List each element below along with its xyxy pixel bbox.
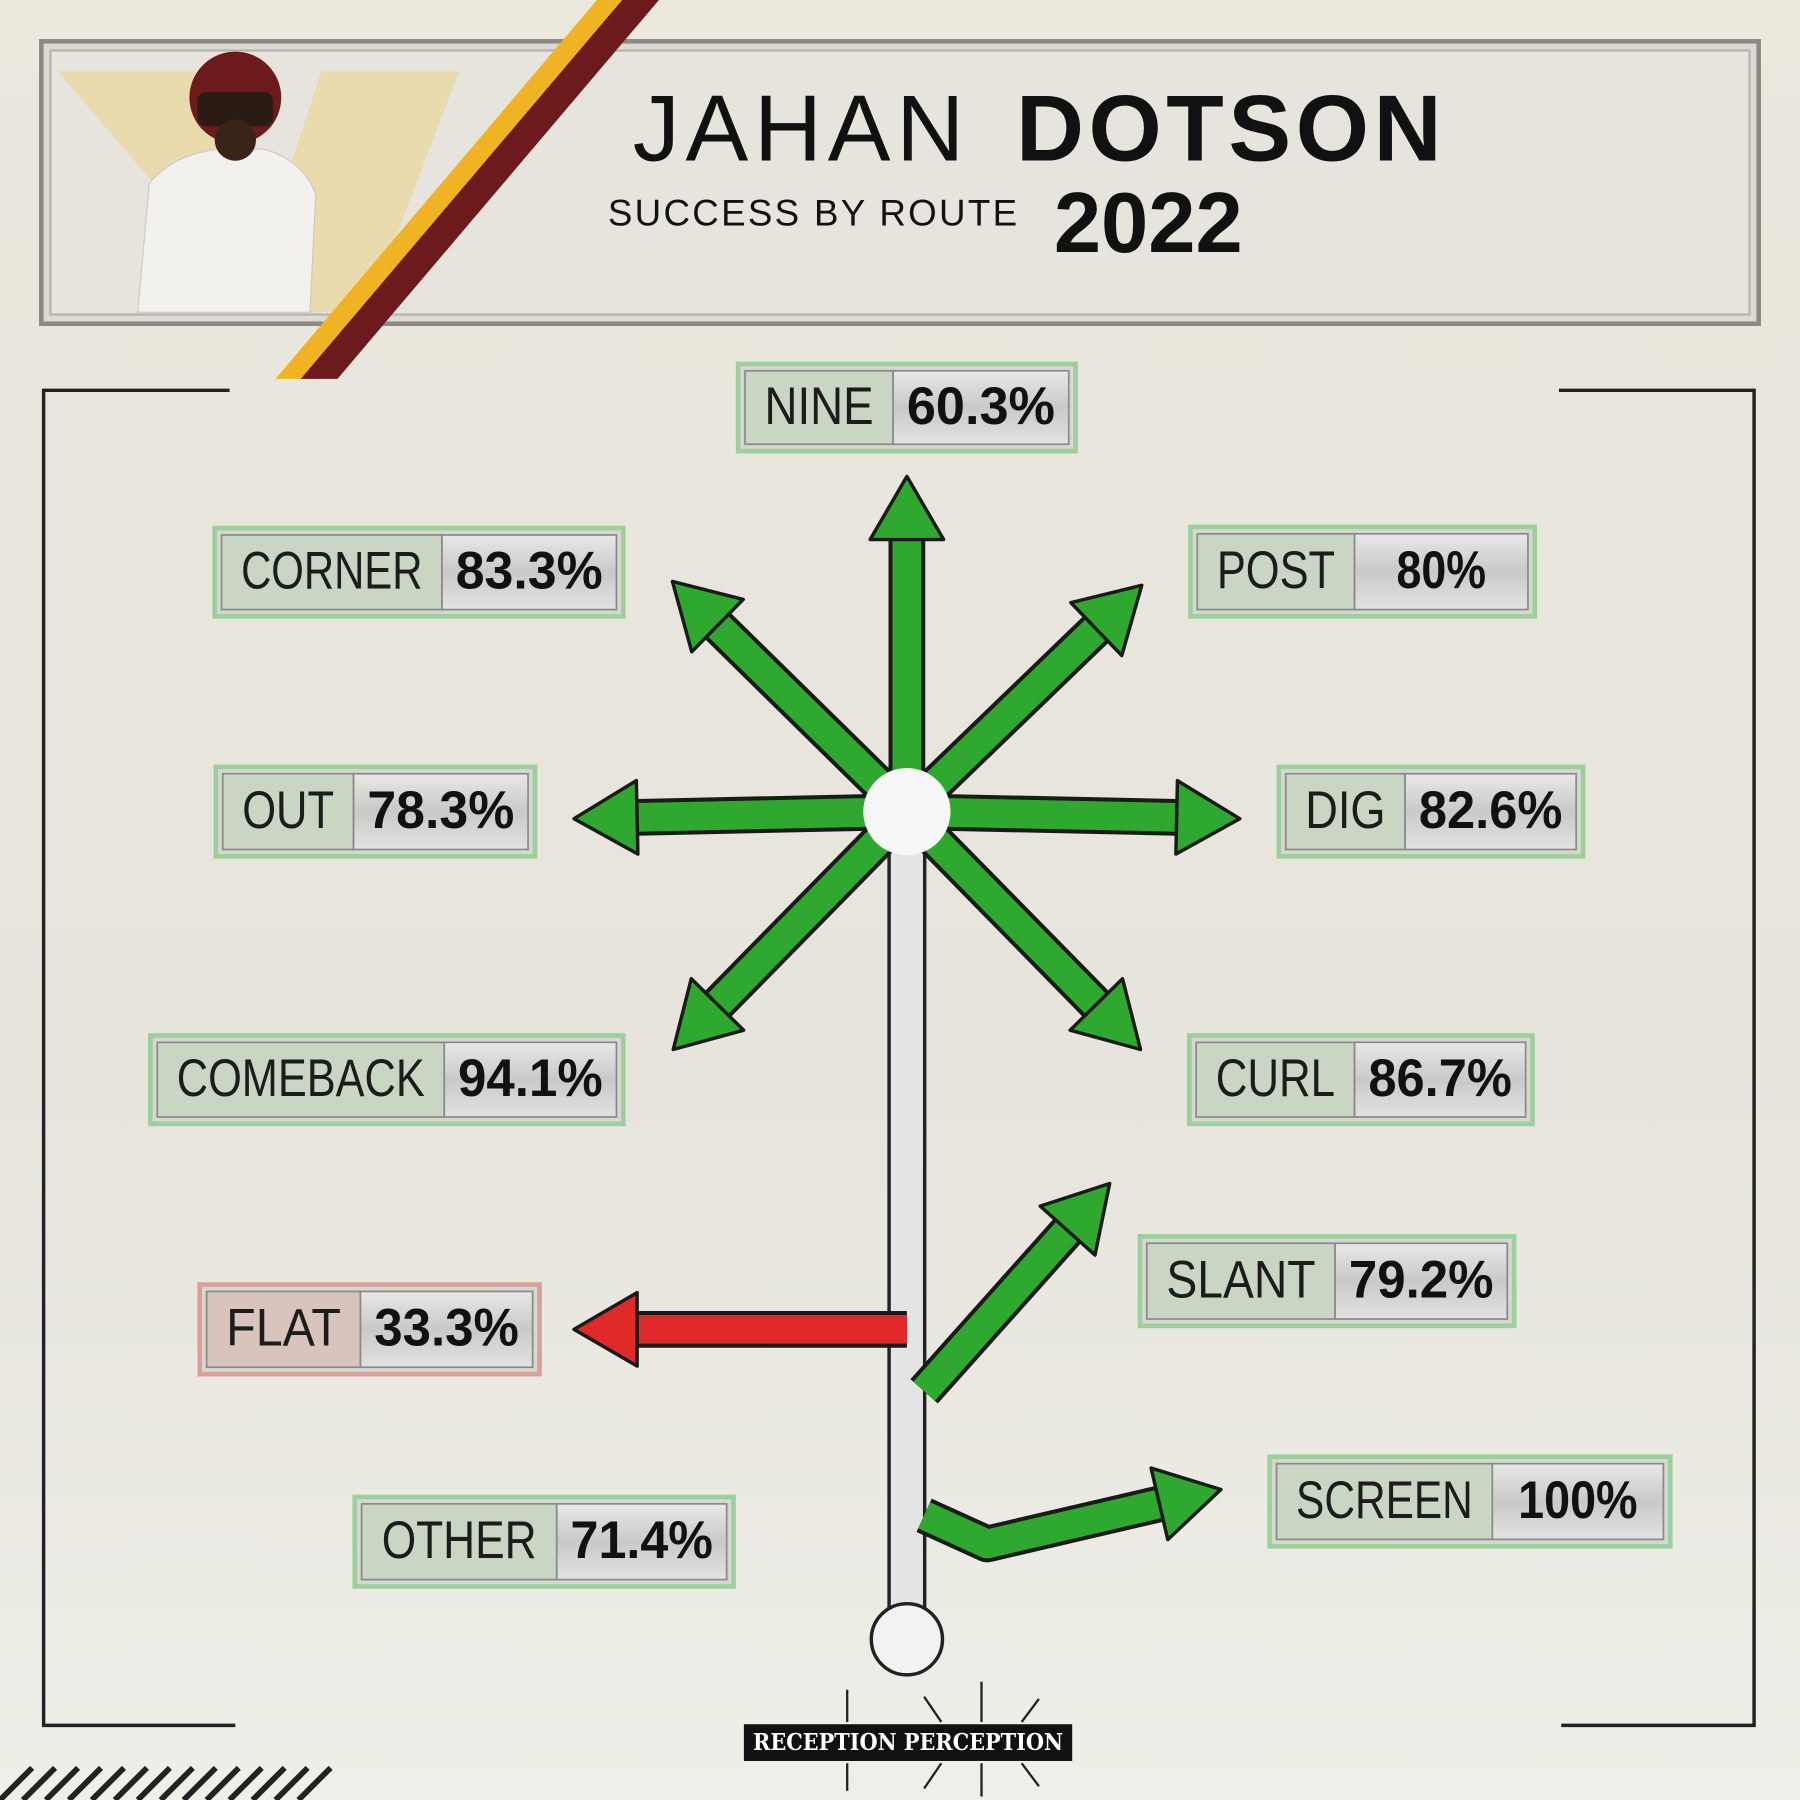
route-name: POST — [1217, 541, 1335, 600]
route-arrow — [896, 801, 1107, 1015]
route-tree — [572, 474, 1242, 1677]
route-value: 82.6% — [1419, 781, 1562, 840]
value-cell — [443, 1041, 618, 1118]
route-value: 79.2% — [1349, 1250, 1494, 1309]
name-cell — [221, 772, 355, 851]
route-arrow-head — [868, 474, 946, 542]
value-cell — [441, 534, 618, 611]
route-arrow — [707, 801, 918, 1015]
route-name: SCREEN — [1296, 1471, 1473, 1530]
route-name: NINE — [765, 377, 874, 436]
hatch — [0, 1765, 333, 1800]
route-labels: NINE 60.3% CORNER 83.3% POST 80% OUT 78.3% DIG 82… — [148, 361, 1673, 1589]
route-value: 78.3% — [367, 781, 514, 840]
route-name: OUT — [242, 781, 334, 840]
bracket-left — [41, 388, 236, 1728]
name-cell — [1275, 1462, 1494, 1541]
route-arrow-head — [572, 778, 640, 856]
route-arrow — [918, 1489, 1163, 1559]
route-arrow — [906, 797, 1177, 832]
route-origin — [863, 767, 951, 856]
route-name: CORNER — [241, 542, 422, 601]
route-value: 33.3% — [374, 1299, 519, 1358]
route-value: 100% — [1518, 1471, 1637, 1530]
stripe — [300, 0, 659, 379]
route-arrow-head — [1174, 778, 1242, 856]
value-cell — [1334, 1242, 1509, 1320]
route-arrow — [636, 797, 908, 832]
name-cell — [220, 534, 443, 611]
subtitle: SUCCESS BY ROUTE — [608, 193, 1020, 234]
name-cell — [1196, 532, 1356, 611]
route-arrow-head — [1149, 1466, 1223, 1542]
value-cell — [1404, 772, 1578, 851]
route-arrow-head — [1069, 583, 1144, 658]
value-cell — [352, 772, 529, 851]
route-value: 80% — [1396, 541, 1486, 600]
value-cell — [555, 1502, 728, 1581]
route-value: 60.3% — [907, 377, 1055, 436]
footer-brand: RECEPTION PERCEPTION — [753, 1729, 1063, 1756]
value-cell — [1353, 532, 1529, 611]
route-name: DIG — [1305, 781, 1385, 840]
value-cell — [1353, 1041, 1527, 1118]
name-cell — [360, 1502, 558, 1581]
stem-base — [869, 1601, 945, 1677]
player-photo — [137, 51, 317, 313]
route-value: 71.4% — [571, 1511, 713, 1570]
route-value: 83.3% — [456, 542, 603, 601]
route-name: COMEBACK — [177, 1049, 425, 1108]
route-arrow-head — [1068, 977, 1143, 1052]
route-arrow — [896, 618, 1107, 822]
title-last: DOTSON — [1016, 75, 1446, 180]
route-name: FLAT — [226, 1299, 341, 1358]
value-cell — [359, 1290, 534, 1369]
route-value: 94.1% — [458, 1049, 603, 1108]
title-first: JAHAN — [633, 75, 970, 180]
year: 2022 — [1054, 175, 1243, 270]
route-name: CURL — [1216, 1049, 1335, 1108]
footer-icon — [846, 1681, 1040, 1797]
route-name: OTHER — [382, 1511, 537, 1570]
footer-badge — [743, 1724, 1073, 1761]
name-cell — [1195, 1041, 1356, 1118]
name-cell — [205, 1290, 362, 1369]
value-cell — [892, 369, 1070, 446]
route-arrow-head — [671, 977, 746, 1052]
route-name: SLANT — [1166, 1250, 1315, 1309]
team-logo — [57, 71, 460, 313]
route-arrow-head — [572, 1290, 639, 1368]
route-value: 86.7% — [1368, 1049, 1511, 1108]
route-arrow — [707, 615, 917, 822]
route-arrow-head — [1038, 1181, 1112, 1257]
bracket-right — [1558, 388, 1756, 1728]
value-cell — [1491, 1462, 1665, 1541]
route-arrow-head — [670, 579, 745, 654]
route-arrow — [913, 1221, 1079, 1401]
